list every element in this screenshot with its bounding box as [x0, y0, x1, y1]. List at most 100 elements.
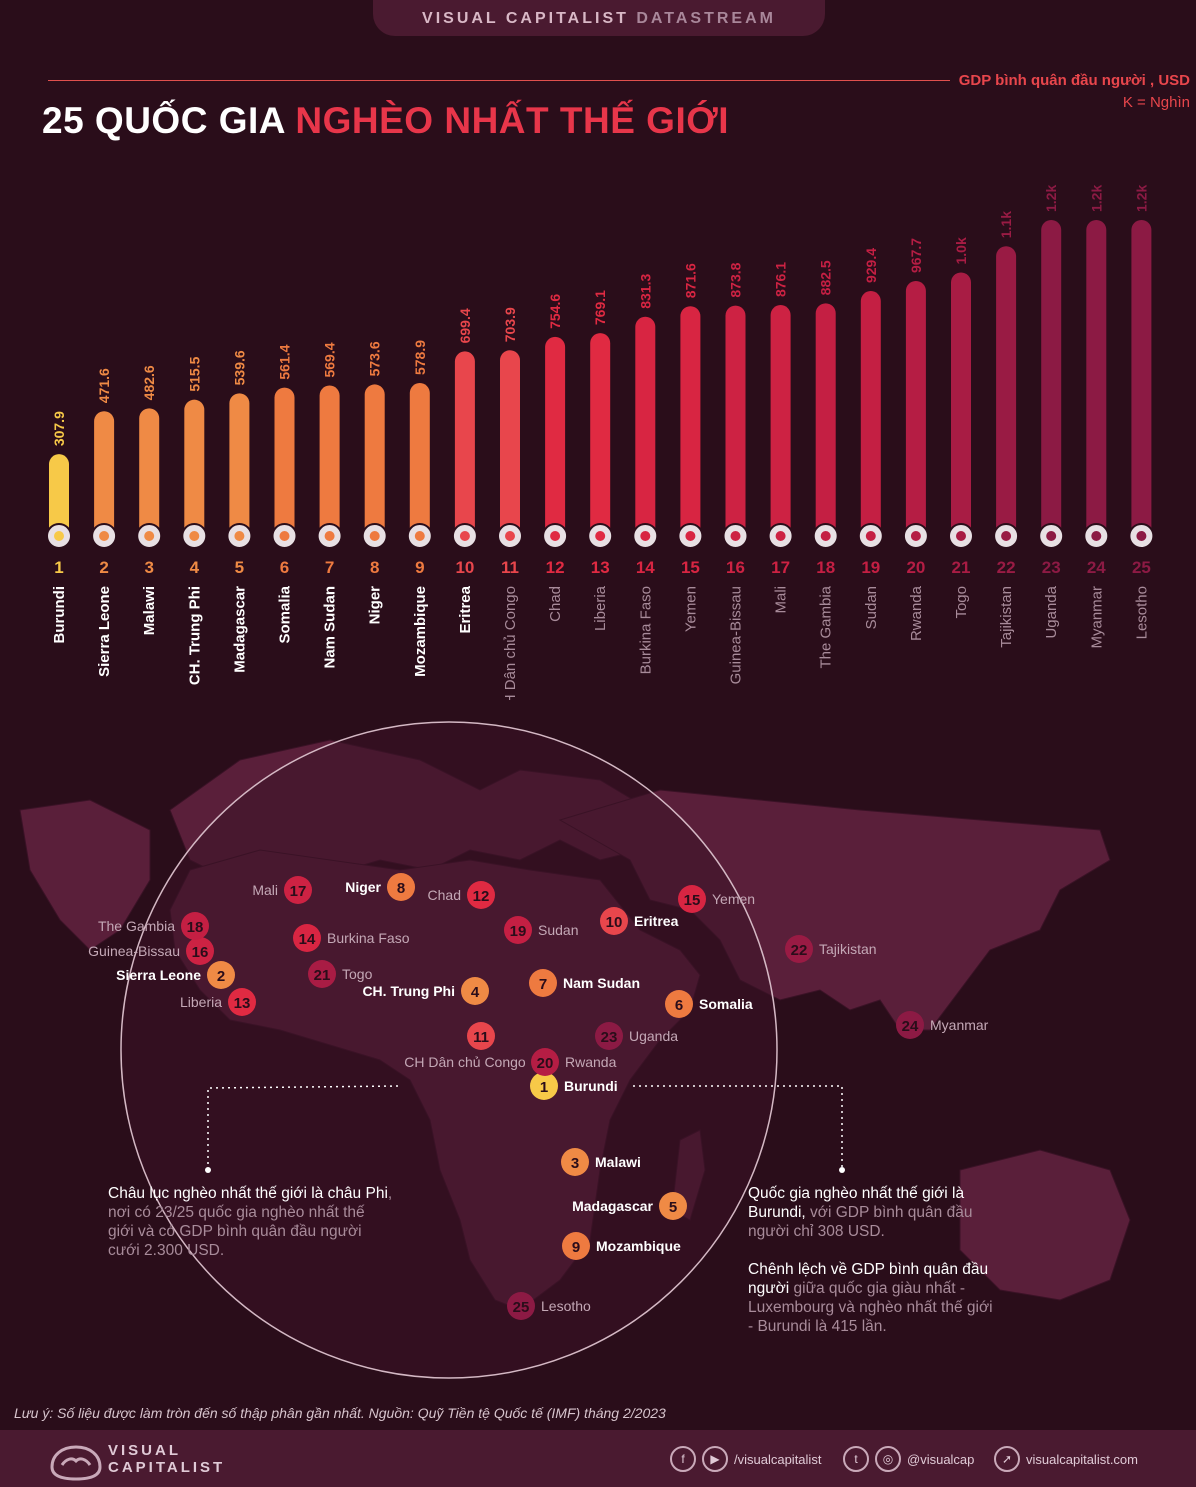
brand-suffix: DATASTREAM — [636, 10, 776, 27]
category-label: CH Dân chủ Congo — [502, 586, 519, 700]
bar — [590, 333, 611, 541]
rank-label: 14 — [636, 558, 655, 577]
map-marker: 7 Nam Sudan — [529, 969, 640, 997]
bar-group: 1.2k 24 Myanmar — [1083, 185, 1110, 649]
marker-label: CH. Trung Phi — [362, 983, 455, 999]
bar-group: 699.4 10 Eritrea — [451, 308, 478, 634]
rank-label: 2 — [99, 558, 108, 577]
marker-label: Malawi — [595, 1154, 641, 1170]
marker-rank: 21 — [314, 967, 331, 984]
marker-rank: 7 — [539, 976, 547, 993]
youtube-icon[interactable]: ▶ — [702, 1446, 728, 1472]
bar-group: 703.9 11 CH Dân chủ Congo — [497, 307, 523, 700]
flag-emblem-icon — [99, 531, 110, 541]
annotation-right-2-rest: giữa quốc gia giàu nhất - Luxembourg và … — [748, 1280, 993, 1335]
bar — [860, 291, 881, 541]
category-label: Uganda — [1043, 585, 1060, 638]
map-marker: 16 Guinea-Bissau — [88, 937, 214, 965]
annotation-right-1-bold: Quốc gia nghèo nhất thế giới là Burundi, — [748, 1185, 965, 1221]
marker-circle — [181, 912, 209, 940]
world-map: 1 Burundi 2 Sierra Leone 3 Malawi 4 CH. Trung P… — [19, 721, 1131, 1379]
category-label: Tajikistan — [998, 586, 1015, 648]
marker-rank: 17 — [290, 883, 307, 900]
annotation-right-1-rest: với GDP bình quân đầu người chỉ 308 USD. — [748, 1204, 973, 1240]
bar-value-label: 1.1k — [998, 211, 1014, 238]
marker-rank: 19 — [510, 923, 527, 940]
social-youtube-facebook[interactable]: f ▶ /visualcapitalist — [670, 1446, 821, 1472]
bar-value-label: 1.2k — [1133, 185, 1149, 212]
bar — [905, 280, 926, 541]
rank-label: 9 — [415, 558, 424, 577]
marker-circle — [207, 961, 235, 989]
marker-circle — [595, 1022, 623, 1050]
annotation-left-bold: Châu lục nghèo nhất thế giới là châu Phi — [108, 1185, 388, 1202]
bar — [1041, 220, 1062, 541]
bar — [725, 305, 746, 541]
map-marker: 1 Burundi — [530, 1072, 618, 1100]
bar — [770, 305, 791, 541]
bar-value-label: 482.6 — [141, 365, 157, 400]
twitter-icon[interactable]: t — [843, 1446, 869, 1472]
website-url[interactable]: visualcapitalist.com — [1026, 1451, 1138, 1467]
bar-group: 573.6 8 Niger — [361, 341, 388, 624]
bar-group: 882.5 18 The Gambia — [812, 260, 839, 669]
map-marker: 18 The Gambia — [98, 912, 209, 940]
social-handle-2[interactable]: @visualcap — [907, 1451, 975, 1467]
marker-circle — [678, 885, 706, 913]
marker-label: Eritrea — [634, 913, 679, 929]
flag-emblem-icon — [685, 531, 696, 541]
rank-label: 16 — [726, 558, 745, 577]
bar-chart: 307.9 1 Burundi 471.6 2 Sierra Leone 482.6 3 Mal… — [46, 185, 1155, 700]
bar-group: 769.1 13 Liberia — [587, 290, 614, 631]
legend-unit: GDP bình quân đầu người , USD — [958, 72, 1190, 89]
brand-name: VISUAL CAPITALIST — [422, 10, 629, 27]
category-label: Guinea-Bissau — [728, 586, 745, 684]
marker-rank: 24 — [902, 1018, 919, 1035]
bar-group: 754.6 12 Chad — [542, 294, 569, 622]
bar-value-label: 871.6 — [682, 263, 698, 298]
map-marker: 11 CH Dân chủ Congo — [404, 1022, 526, 1070]
marker-circle — [896, 1011, 924, 1039]
marker-rank: 11 — [473, 1029, 489, 1046]
marker-rank: 10 — [606, 914, 623, 931]
marker-label: Burundi — [564, 1078, 618, 1094]
cursor-icon[interactable]: ➚ — [994, 1446, 1020, 1472]
bar-value-label: 754.6 — [547, 294, 563, 329]
facebook-icon[interactable]: f — [670, 1446, 696, 1472]
bar-value-label: 873.8 — [728, 262, 744, 297]
bar-value-label: 1.2k — [1043, 185, 1059, 212]
map-marker: 9 Mozambique — [562, 1232, 681, 1260]
bar-group: 578.9 9 Mozambique — [406, 340, 433, 677]
map-marker: 14 Burkina Faso — [293, 924, 410, 952]
marker-circle — [467, 1022, 495, 1050]
marker-circle — [507, 1292, 535, 1320]
marker-circle — [529, 969, 557, 997]
rank-label: 19 — [861, 558, 880, 577]
bar-group: 967.7 20 Rwanda — [902, 238, 929, 641]
bar — [139, 408, 160, 541]
bar-value-label: 569.4 — [322, 342, 338, 377]
bar — [1086, 220, 1107, 541]
annotation-left-rest: , nơi có 23/25 quốc gia nghèo nhất thế g… — [108, 1185, 393, 1259]
marker-circle — [504, 916, 532, 944]
annotation-right-2: Chênh lệch về GDP bình quân đầu người gi… — [748, 1260, 998, 1336]
social-handle-1[interactable]: /visualcapitalist — [734, 1451, 822, 1467]
marker-circle — [387, 873, 415, 901]
map-marker: 24 Myanmar — [896, 1011, 989, 1039]
bar-value-label: 699.4 — [457, 308, 473, 343]
page-title: 25 QUỐC GIA NGHÈO NHẤT THẾ GIỚI — [42, 100, 729, 142]
flag-emblem-icon — [189, 531, 200, 541]
flag-emblem-icon — [595, 531, 606, 541]
instagram-icon[interactable]: ◎ — [875, 1446, 901, 1472]
map-marker: 5 Madagascar — [572, 1192, 687, 1220]
marker-label: Myanmar — [930, 1017, 989, 1033]
americas-landmass — [19, 799, 151, 951]
top-banner: VISUAL CAPITALIST DATASTREAM — [373, 0, 825, 36]
category-label: Lesotho — [1133, 586, 1150, 639]
website-link[interactable]: ➚ visualcapitalist.com — [994, 1446, 1138, 1472]
social-twitter-instagram[interactable]: t ◎ @visualcap — [843, 1446, 974, 1472]
rank-label: 11 — [501, 558, 519, 577]
bar-group: 1.1k 22 Tajikistan — [993, 211, 1020, 648]
bar — [454, 351, 475, 541]
rank-label: 23 — [1042, 558, 1061, 577]
